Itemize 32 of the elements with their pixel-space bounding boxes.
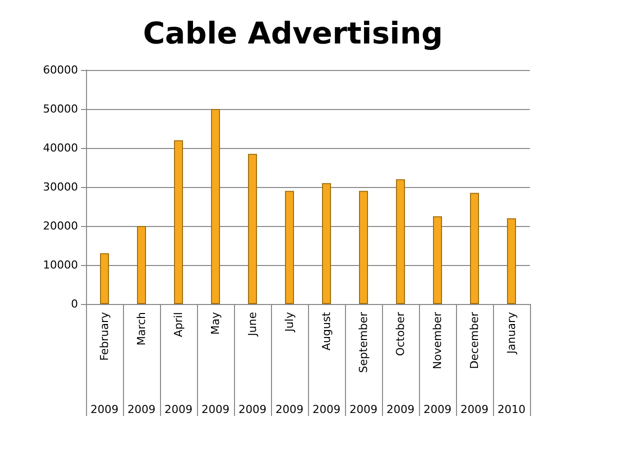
bar [396, 179, 405, 304]
y-tick-label: 0 [71, 298, 78, 310]
category-label: November 2009 [424, 312, 452, 416]
category-label: April 2009 [164, 312, 192, 416]
category-label: July 2009 [276, 312, 304, 416]
bar [507, 218, 516, 304]
category-label: October 2009 [386, 312, 414, 416]
category-label: September 2009 [350, 312, 378, 416]
y-tick-label: 20000 [43, 220, 78, 232]
bar [100, 253, 109, 304]
bar [174, 140, 183, 304]
y-tick-label: 30000 [43, 180, 78, 194]
bar [433, 216, 442, 304]
bar [137, 226, 146, 304]
chart-title: Cable Advertising [143, 16, 443, 52]
y-tick-label: 50000 [43, 102, 78, 116]
category-label: February 2009 [90, 312, 118, 416]
bar [322, 183, 331, 304]
category-label: December 2009 [460, 312, 488, 416]
bar [359, 190, 368, 304]
category-label: August 2009 [312, 312, 340, 416]
category-label: March 2009 [128, 312, 156, 416]
y-tick-label: 40000 [43, 142, 78, 154]
category-label: May 2009 [202, 312, 230, 416]
bar [248, 154, 257, 304]
y-tick-label: 10000 [43, 258, 78, 272]
y-tick-label: 60000 [43, 64, 78, 76]
bar [470, 192, 479, 304]
category-label: January 2010 [498, 312, 526, 416]
category-label: June 2009 [238, 312, 266, 416]
bar [211, 109, 220, 304]
bar [285, 190, 294, 304]
